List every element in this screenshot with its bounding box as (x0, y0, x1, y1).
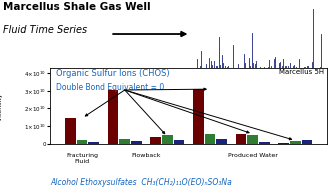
Bar (174, 140, 184, 144)
Text: Produced Water: Produced Water (228, 153, 278, 158)
Bar (120, 139, 130, 144)
Bar (216, 139, 227, 144)
Text: Double Bond Equivalent = 0: Double Bond Equivalent = 0 (56, 83, 164, 92)
Bar (205, 135, 215, 144)
Text: Organic Sulfur Ions (CHOS): Organic Sulfur Ions (CHOS) (56, 69, 169, 78)
Text: Fluid Time Series: Fluid Time Series (3, 25, 88, 35)
Bar (77, 140, 88, 144)
Bar (235, 134, 246, 144)
Text: Marcellus Shale Gas Well: Marcellus Shale Gas Well (3, 2, 151, 12)
Text: Fracturing
Fluid: Fracturing Fluid (66, 153, 98, 164)
Bar (193, 89, 204, 144)
Text: FT-ICR-MS: FT-ICR-MS (240, 82, 278, 91)
Bar (302, 140, 312, 144)
Bar (108, 90, 118, 144)
Text: Flowback: Flowback (131, 153, 161, 158)
Bar (162, 135, 173, 144)
Text: Summed
Intensity: Summed Intensity (0, 92, 3, 120)
Bar (131, 141, 142, 144)
Bar (290, 141, 301, 144)
Text: Alcohol Ethoxysulfates  CH₃(CH₂)₁₁O(EO)ₙSO₃Na: Alcohol Ethoxysulfates CH₃(CH₂)₁₁O(EO)ₙS… (50, 178, 232, 187)
Bar (278, 143, 289, 144)
Bar (150, 137, 161, 144)
Bar (89, 142, 99, 144)
Bar (259, 142, 270, 144)
Text: Marcellus 5H: Marcellus 5H (280, 69, 325, 75)
Bar (65, 118, 76, 144)
Bar (247, 135, 258, 144)
